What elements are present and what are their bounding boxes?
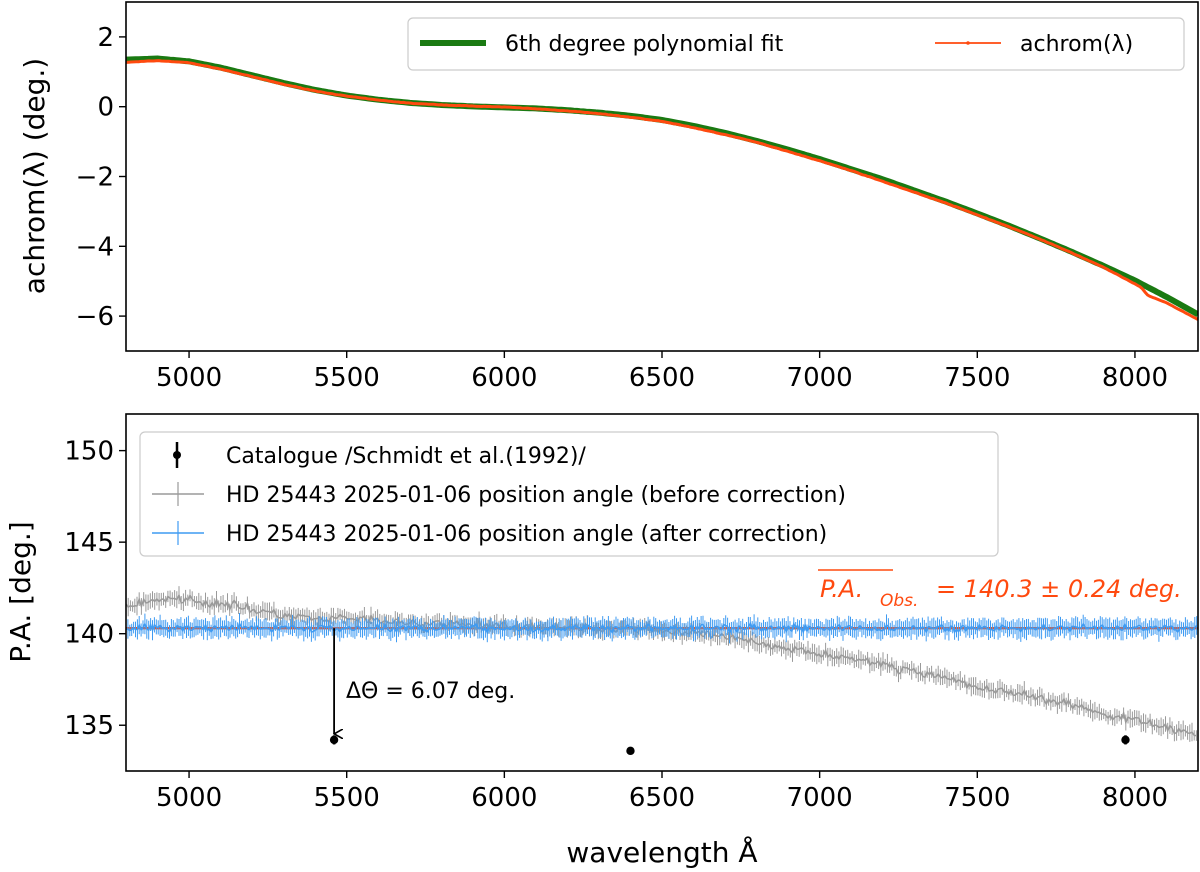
achrom-point (1165, 301, 1168, 305)
top-x-tick-label: 6000 (471, 363, 537, 393)
achrom-point (250, 75, 254, 78)
bottom-x-tick-label: 5000 (156, 783, 222, 813)
bottom-y-tick-label: 150 (64, 437, 114, 467)
top-y-tick-label: −2 (76, 163, 114, 193)
catalogue-point (1121, 735, 1130, 745)
bottom-y-tick-label: 145 (64, 528, 114, 558)
top-x-tick-label: 5000 (156, 363, 222, 393)
achrom-point (1102, 266, 1105, 269)
after-series (126, 613, 1198, 644)
mean-pa-subscript: Obs. (880, 591, 918, 611)
bottom-legend-box (139, 431, 999, 557)
achrom-point (156, 59, 159, 62)
achrom-point (377, 98, 380, 102)
achrom-point (345, 95, 348, 98)
top-ticks: 5000 5500 6000 6500 7000 7500 8000 2 0 −2 −4 −6 (76, 23, 1168, 393)
achrom-point (471, 104, 475, 108)
top-x-tick-label: 8000 (1102, 363, 1168, 393)
mean-pa-label: P.A. Obs. = 140.3 ± 0.24 deg. (818, 569, 1182, 611)
achrom-point (786, 150, 790, 153)
top-y-tick-label: 2 (97, 23, 114, 53)
mean-pa-symbol: P.A. (820, 575, 863, 603)
bottom-ticks: 5000 5500 6000 6500 7000 7500 8000 135 140 145 150 (64, 437, 1168, 813)
legend-before-swatch (152, 482, 204, 506)
legend-after-label: HD 25443 2025-01-06 position angle (afte… (226, 522, 827, 547)
achrom-point (187, 61, 191, 64)
top-x-tick-label: 5500 (314, 363, 380, 393)
legend-catalogue-swatch (173, 442, 181, 468)
achrom-point (723, 133, 727, 136)
bottom-x-tick-label: 8000 (1102, 783, 1168, 813)
bottom-y-tick-label: 135 (64, 711, 114, 741)
achrom-point (313, 89, 317, 93)
achrom-point (534, 107, 538, 110)
bottom-legend: Catalogue /Schmidt et al.(1992)/ HD 2544… (139, 431, 999, 557)
fit-series-line (126, 55, 1198, 318)
top-legend-box (407, 17, 1185, 71)
achrom-point (219, 67, 222, 71)
achrom-point (566, 109, 569, 113)
mean-pa-value: = 140.3 ± 0.24 deg. (936, 575, 1182, 603)
top-y-tick-label: 0 (97, 93, 114, 123)
legend-after-swatch (152, 521, 204, 545)
achrom-point (503, 105, 506, 109)
top-y-axis-title: achrom(λ) (deg.) (18, 58, 51, 294)
legend-catalogue-label: Catalogue /Schmidt et al.(1992)/ (226, 444, 586, 469)
bottom-x-tick-label: 6500 (629, 783, 695, 813)
catalogue-point (626, 746, 635, 756)
bottom-y-tick-label: 140 (64, 620, 114, 650)
before-series-line (126, 592, 1197, 737)
before-series (126, 586, 1197, 742)
top-x-tick-label: 7000 (787, 363, 853, 393)
bottom-x-axis-title: wavelength Å (566, 835, 757, 869)
legend-before-label: HD 25443 2025-01-06 position angle (befo… (226, 483, 846, 508)
achrom-point (408, 102, 411, 105)
achrom-point (1039, 238, 1042, 241)
achrom-point (692, 126, 695, 129)
legend-achrom-label: achrom(λ) (1020, 32, 1133, 57)
achrom-point (881, 180, 884, 183)
legend-fit-label: 6th degree polynomial fit (505, 32, 784, 57)
achrom-point (849, 169, 853, 172)
achrom-point (660, 120, 664, 123)
achrom-point (976, 213, 979, 217)
top-plot-area (126, 55, 1198, 321)
after-series-line (126, 621, 1198, 636)
top-y-tick-label: −4 (76, 232, 114, 262)
bottom-panel: 5000 5500 6000 6500 7000 7500 8000 135 140 145 150… (4, 413, 1199, 869)
achrom-point (818, 159, 821, 162)
bottom-x-tick-label: 7500 (944, 783, 1010, 813)
top-y-tick-label: −6 (76, 302, 114, 332)
top-x-tick-label: 6500 (629, 363, 695, 393)
legend-achrom-marker (966, 41, 970, 45)
achrom-point (1146, 293, 1149, 297)
achrom-point (282, 83, 285, 86)
achrom-point (913, 191, 916, 194)
achrom-point (597, 112, 601, 115)
delta-theta-label: ΔΘ = 6.07 deg. (346, 679, 515, 704)
achrom-point (629, 115, 632, 119)
top-legend: 6th degree polynomial fit achrom(λ) (407, 17, 1185, 71)
top-x-tick-label: 7500 (944, 363, 1010, 393)
achrom-point (1133, 282, 1137, 286)
bottom-x-tick-label: 7000 (787, 783, 853, 813)
achrom-point (440, 103, 443, 107)
catalogue-point (329, 735, 339, 745)
bottom-y-axis-title: P.A. [deg.] (4, 521, 37, 662)
bottom-plot-area (126, 586, 1198, 756)
top-panel: 5000 5500 6000 6500 7000 7500 8000 2 0 −2 −4 −6 ach… (18, 1, 1199, 393)
achrom-point (944, 201, 947, 205)
bottom-x-tick-label: 5500 (314, 783, 380, 813)
achrom-point (1140, 286, 1143, 289)
achrom-point (755, 141, 758, 144)
achrom-point (1007, 225, 1011, 228)
bottom-x-tick-label: 6000 (471, 783, 537, 813)
achrom-point (1070, 251, 1074, 255)
achrom-series-line (126, 59, 1198, 321)
